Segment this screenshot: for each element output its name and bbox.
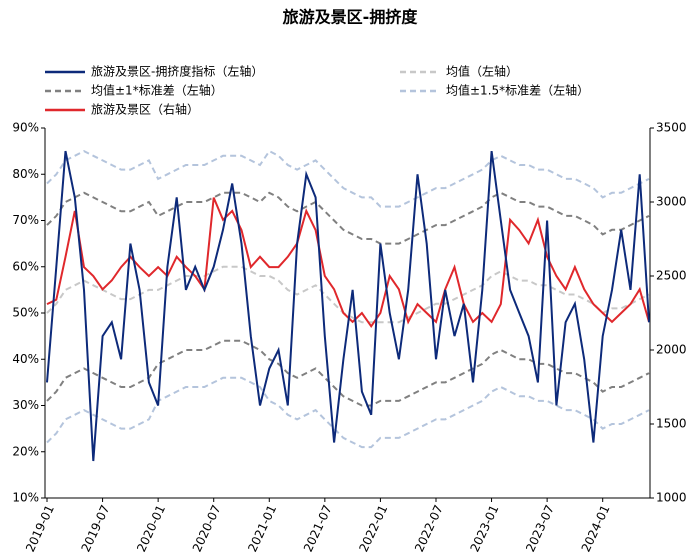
legend-label: 旅游及景区-拥挤度指标（左轴） bbox=[91, 64, 263, 79]
x-tick-label: 2020-07 bbox=[190, 503, 224, 554]
y-tick-label: 20% bbox=[12, 444, 39, 458]
x-tick-label: 2022-07 bbox=[412, 503, 446, 554]
series-line bbox=[46, 191, 650, 245]
y-tick-label: 10% bbox=[12, 491, 39, 505]
y2-tick-label: 3000 bbox=[656, 195, 687, 209]
chart-title: 旅游及景区-拥挤度 bbox=[283, 8, 419, 27]
legend-label: 均值±1.5*标准差（左轴） bbox=[446, 83, 589, 98]
y2-tick-label: 1000 bbox=[656, 491, 687, 505]
x-tick-label: 2024-01 bbox=[579, 503, 613, 554]
x-tick-label: 2021-01 bbox=[245, 503, 279, 554]
x-tick-label: 2019-07 bbox=[79, 503, 113, 554]
x-tick-label: 2019-01 bbox=[23, 503, 57, 554]
series-line bbox=[46, 265, 650, 324]
y-tick-label: 30% bbox=[12, 398, 39, 412]
y2-tick-label: 3500 bbox=[656, 121, 687, 135]
y-tick-label: 90% bbox=[12, 121, 39, 135]
y2-tick-label: 2000 bbox=[656, 343, 687, 357]
x-tick-label: 2023-07 bbox=[523, 503, 557, 554]
series-line bbox=[46, 149, 650, 208]
y-tick-label: 80% bbox=[12, 167, 39, 181]
y-tick-label: 60% bbox=[12, 259, 39, 273]
x-tick-label: 2022-01 bbox=[356, 503, 390, 554]
x-tick-label: 2023-01 bbox=[468, 503, 502, 554]
y2-tick-label: 2500 bbox=[656, 269, 687, 283]
series-line bbox=[46, 376, 650, 449]
y-tick-label: 70% bbox=[12, 213, 39, 227]
x-tick-label: 2020-01 bbox=[134, 503, 168, 554]
legend-label: 均值（左轴） bbox=[446, 64, 518, 79]
y-tick-label: 40% bbox=[12, 352, 39, 366]
series-line bbox=[46, 197, 650, 329]
series-line bbox=[46, 339, 650, 407]
x-tick-label: 2021-07 bbox=[301, 503, 335, 554]
y-tick-label: 50% bbox=[12, 306, 39, 320]
series-line bbox=[46, 150, 650, 462]
y2-tick-label: 1500 bbox=[656, 417, 687, 431]
legend-label: 均值±1*标准差（左轴） bbox=[91, 83, 223, 98]
legend-label: 旅游及景区（右轴） bbox=[91, 102, 199, 117]
